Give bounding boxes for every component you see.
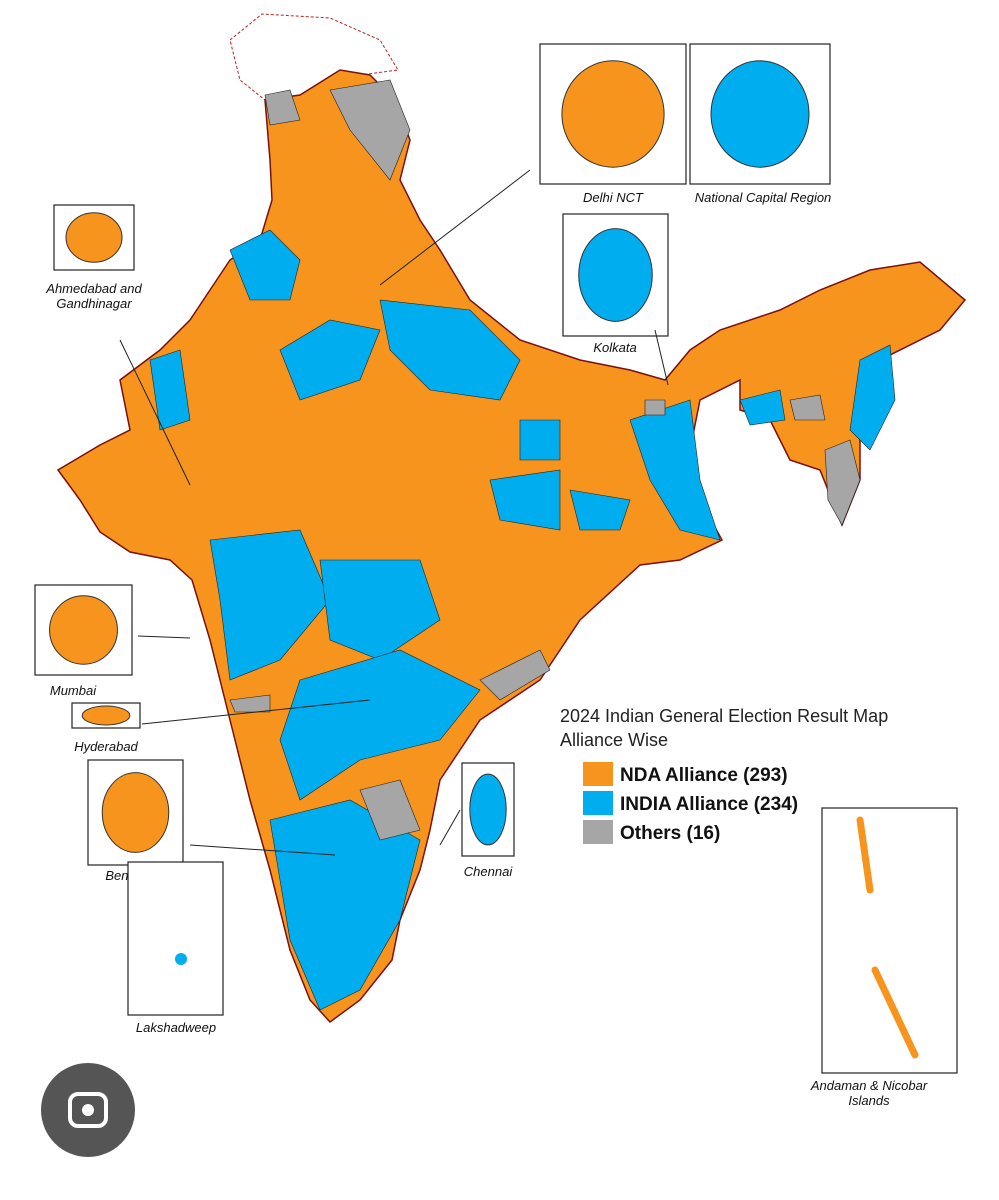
lens-icon xyxy=(68,1092,108,1128)
inset-label: Lakshadweep xyxy=(136,1020,216,1035)
country-shape xyxy=(56,69,967,1024)
constituency-group xyxy=(149,349,191,431)
constituency-group xyxy=(789,394,826,421)
constituency-group xyxy=(319,559,441,661)
pointer-line xyxy=(119,339,191,486)
constituency-group xyxy=(644,399,666,416)
constituency-group xyxy=(359,779,421,841)
island-dot xyxy=(175,953,187,965)
legend-swatch xyxy=(583,791,613,815)
inset-label: National Capital Region xyxy=(695,190,832,205)
constituency-group xyxy=(209,529,331,681)
legend-label: NDA Alliance (293) xyxy=(620,765,788,786)
constituency-group xyxy=(479,649,551,701)
constituency-group xyxy=(229,229,301,301)
inset-area xyxy=(49,595,118,665)
inset-label: Delhi NCT xyxy=(583,190,644,205)
inset-label: Islands xyxy=(848,1093,890,1108)
map-subtitle: Alliance Wise xyxy=(560,730,668,750)
inset-label: Gandhinagar xyxy=(56,296,132,311)
pointer-line xyxy=(189,844,336,856)
constituency-group xyxy=(824,439,861,526)
inset: Lakshadweep xyxy=(127,861,224,1035)
pointer-line xyxy=(439,809,461,846)
inset: Delhi NCT xyxy=(539,43,687,205)
constituency-group xyxy=(229,694,271,713)
inset-frame xyxy=(127,861,224,1016)
constituency-group xyxy=(329,79,411,181)
inset-area xyxy=(578,228,653,322)
inset-area xyxy=(710,60,810,168)
inset-label: Mumbai xyxy=(50,683,97,698)
inset-area xyxy=(561,60,665,168)
constituency-group xyxy=(519,419,561,461)
inset: Kolkata xyxy=(562,213,669,355)
constituency-group xyxy=(379,299,521,401)
constituency-group xyxy=(264,89,301,126)
constituency-group xyxy=(629,399,721,541)
inset-label: Hyderabad xyxy=(74,739,138,754)
inset: National Capital Region xyxy=(689,43,832,205)
inset-area xyxy=(81,705,131,726)
lens-icon-dot xyxy=(82,1104,94,1116)
pointer-line xyxy=(379,169,531,286)
inset: Hyderabad xyxy=(71,702,141,754)
map-title: 2024 Indian General Election Result Map xyxy=(560,706,888,726)
inset-area xyxy=(469,773,507,846)
legend-swatch xyxy=(583,820,613,844)
inset-area xyxy=(65,212,123,263)
legend-label: Others (16) xyxy=(620,823,720,844)
legend-swatch xyxy=(583,762,613,786)
inset-label: Kolkata xyxy=(593,340,636,355)
legend-label: INDIA Alliance (234) xyxy=(620,794,798,815)
constituency-group xyxy=(569,489,631,531)
inset-area xyxy=(101,772,170,853)
island-chain xyxy=(856,816,874,894)
constituency-group xyxy=(739,389,786,426)
constituency-group xyxy=(279,319,381,401)
constituency-group xyxy=(849,344,896,451)
constituency-group xyxy=(269,799,421,1011)
constituency-group xyxy=(489,469,561,531)
inset: Chennai xyxy=(461,762,515,879)
inset: Bengaluru xyxy=(87,759,184,883)
constituency-group xyxy=(279,649,481,801)
pointer-line xyxy=(137,635,191,639)
island-chain xyxy=(871,966,919,1059)
inset-label: Chennai xyxy=(464,864,514,879)
lens-button[interactable] xyxy=(41,1063,135,1157)
inset-frame xyxy=(821,807,958,1074)
inset: Mumbai xyxy=(34,584,133,698)
inset-label: Andaman & Nicobar xyxy=(810,1078,928,1093)
inset-label: Ahmedabad and xyxy=(45,281,142,296)
pointer-line xyxy=(141,699,371,725)
pointer-line xyxy=(654,329,669,386)
